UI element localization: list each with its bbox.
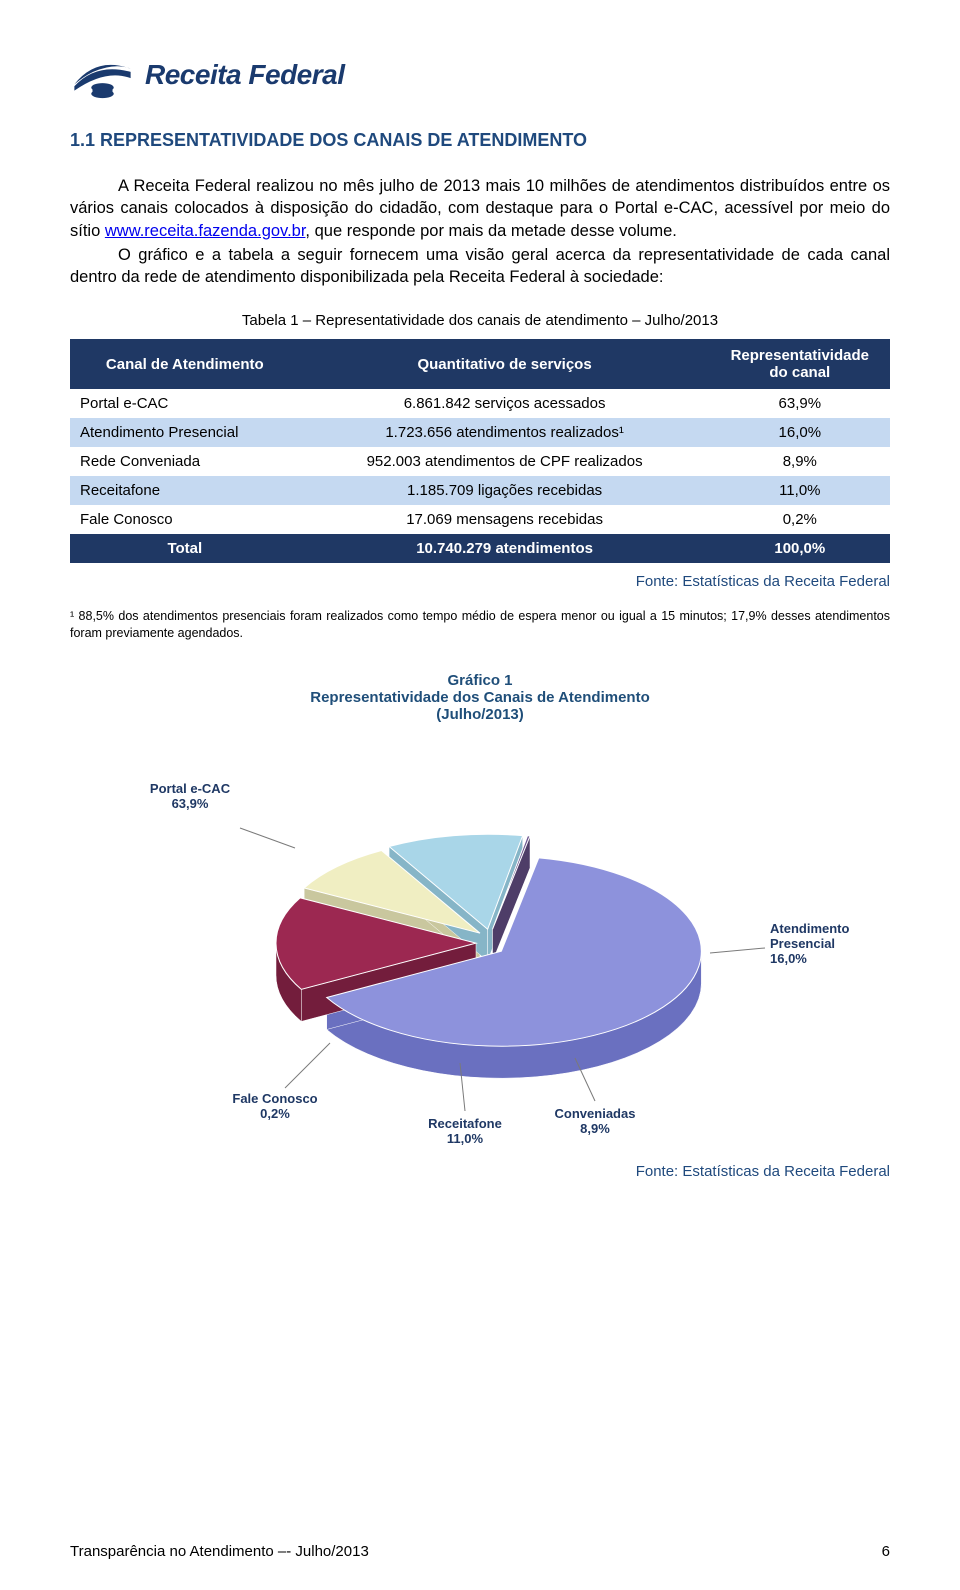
data-table: Canal de Atendimento Quantitativo de ser… [70, 339, 890, 563]
cell: 6.861.842 serviços acessados [300, 389, 710, 418]
cell: 11,0% [710, 476, 890, 505]
site-link[interactable]: www.receita.fazenda.gov.br [105, 222, 306, 240]
footer-page: 6 [882, 1543, 890, 1560]
svg-text:Receitafone11,0%: Receitafone11,0% [428, 1116, 502, 1146]
logo-text: Receita Federal [145, 59, 345, 91]
logo: Receita Federal [70, 50, 890, 100]
table-row: Receitafone1.185.709 ligações recebidas1… [70, 476, 890, 505]
svg-text:Portal e-CAC63,9%: Portal e-CAC63,9% [150, 781, 231, 811]
chart-title-line2: Representatividade dos Canais de Atendim… [70, 689, 890, 706]
cell: 0,2% [710, 505, 890, 534]
svg-text:Fale Conosco0,2%: Fale Conosco0,2% [232, 1091, 317, 1121]
th-quant: Quantitativo de serviços [300, 339, 710, 389]
cell: Receitafone [70, 476, 300, 505]
cell: 8,9% [710, 447, 890, 476]
chart-title-line1: Gráfico 1 [70, 672, 890, 689]
table-row: Atendimento Presencial1.723.656 atendime… [70, 418, 890, 447]
table-total-row: Total10.740.279 atendimentos100,0% [70, 534, 890, 563]
footer-left: Transparência no Atendimento –- Julho/20… [70, 1543, 369, 1560]
cell: 1.723.656 atendimentos realizados¹ [300, 418, 710, 447]
pie-chart: Portal e-CAC63,9% AtendimentoPresencial16… [70, 733, 890, 1173]
cell: 100,0% [710, 534, 890, 563]
paragraph-2: O gráfico e a tabela a seguir fornecem u… [70, 244, 890, 289]
chart-title: Gráfico 1 Representatividade dos Canais … [70, 672, 890, 723]
cell: 63,9% [710, 389, 890, 418]
receita-federal-icon [70, 50, 135, 100]
cell: Rede Conveniada [70, 447, 300, 476]
footnote: ¹ 88,5% dos atendimentos presenciais for… [70, 608, 890, 642]
cell: Total [70, 534, 300, 563]
table-row: Rede Conveniada952.003 atendimentos de C… [70, 447, 890, 476]
cell: 10.740.279 atendimentos [300, 534, 710, 563]
table-caption: Tabela 1 – Representatividade dos canais… [70, 312, 890, 329]
section-title: 1.1 REPRESENTATIVIDADE DOS CANAIS DE ATE… [70, 130, 890, 151]
table-row: Fale Conosco17.069 mensagens recebidas0,… [70, 505, 890, 534]
cell: 1.185.709 ligações recebidas [300, 476, 710, 505]
table-source: Fonte: Estatísticas da Receita Federal [70, 573, 890, 590]
page-footer: Transparência no Atendimento –- Julho/20… [70, 1543, 890, 1560]
cell: 17.069 mensagens recebidas [300, 505, 710, 534]
table-row: Portal e-CAC6.861.842 serviços acessados… [70, 389, 890, 418]
chart-title-line3: (Julho/2013) [70, 706, 890, 723]
cell: Atendimento Presencial [70, 418, 300, 447]
cell: 16,0% [710, 418, 890, 447]
p1-part-b: , que responde por mais da metade desse … [305, 222, 676, 240]
svg-text:AtendimentoPresencial16,0%: AtendimentoPresencial16,0% [770, 921, 850, 966]
paragraph-1: A Receita Federal realizou no mês julho … [70, 175, 890, 242]
cell: Fale Conosco [70, 505, 300, 534]
th-canal: Canal de Atendimento [70, 339, 300, 389]
svg-text:Conveniadas8,9%: Conveniadas8,9% [555, 1106, 636, 1136]
cell: 952.003 atendimentos de CPF realizados [300, 447, 710, 476]
th-repr: Representatividade do canal [710, 339, 890, 389]
cell: Portal e-CAC [70, 389, 300, 418]
